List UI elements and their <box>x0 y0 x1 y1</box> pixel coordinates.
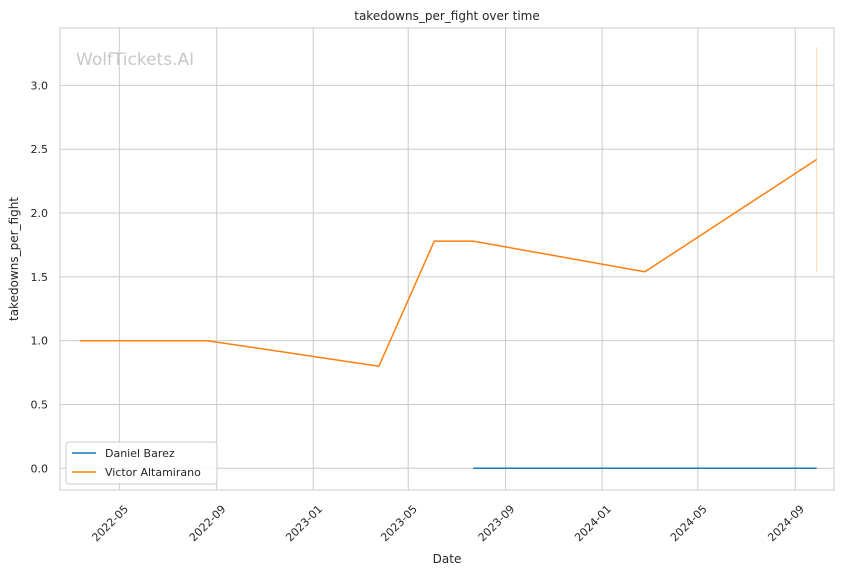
y-tick-label: 0.0 <box>31 462 49 475</box>
y-tick-label: 0.5 <box>31 398 49 411</box>
chart-title: takedowns_per_fight over time <box>354 9 540 23</box>
x-axis-label: Date <box>433 552 462 566</box>
legend: Daniel Barez Victor Altamirano <box>65 441 218 485</box>
y-axis-ticks: 0.0 0.5 1.0 1.5 2.0 2.5 3.0 <box>31 79 49 475</box>
y-tick-label: 1.0 <box>31 335 49 348</box>
plot-frame <box>59 27 835 491</box>
legend-box <box>65 441 218 485</box>
y-axis-label: takedowns_per_fight <box>7 197 21 321</box>
legend-label-victor-altamirano: Victor Altamirano <box>105 466 201 479</box>
series-line-victor-altamirano <box>79 158 818 367</box>
y-tick-label: 3.0 <box>31 79 49 92</box>
y-tick-label: 2.5 <box>31 143 49 156</box>
legend-label-daniel-barez: Daniel Barez <box>105 447 175 460</box>
y-tick-label: 1.5 <box>31 271 49 284</box>
y-tick-label: 2.0 <box>31 207 49 220</box>
series-lines <box>79 158 818 470</box>
watermark: WolfTickets.AI <box>76 50 194 70</box>
